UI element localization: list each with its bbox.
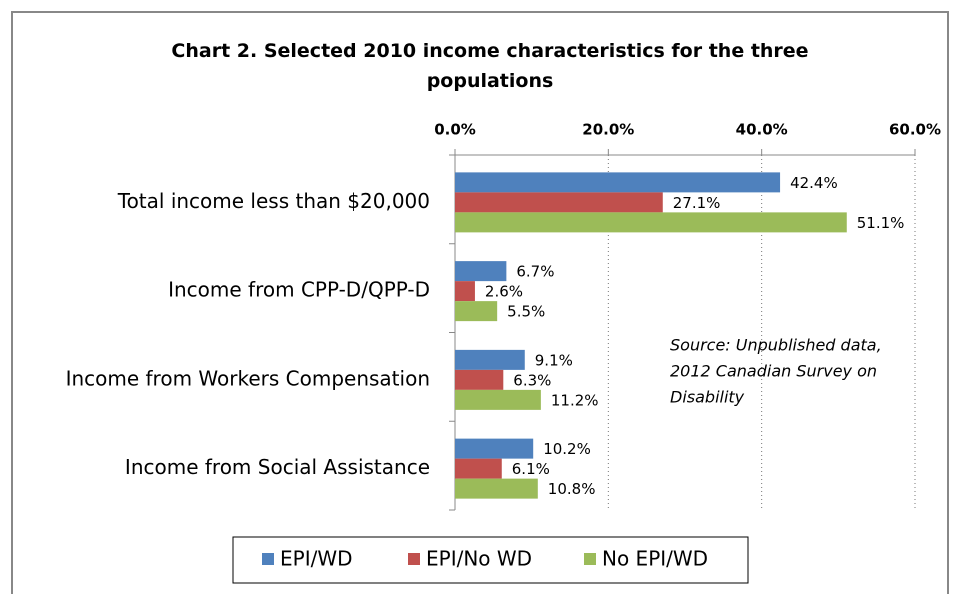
data-label: 6.3% — [513, 371, 551, 389]
legend-swatch — [584, 553, 596, 565]
data-label: 6.1% — [512, 460, 550, 478]
bar — [455, 349, 525, 370]
chart-title: Chart 2. Selected 2010 income characteri… — [171, 40, 809, 92]
bar — [455, 212, 847, 233]
chart-frame — [11, 11, 949, 594]
x-tick-label: 60.0% — [889, 121, 941, 139]
y-tick-label: Total income less than $20,000 — [117, 189, 430, 213]
x-tick-label: 20.0% — [582, 121, 634, 139]
legend-label: EPI/WD — [280, 547, 353, 571]
data-label: 27.1% — [673, 194, 721, 212]
bar — [455, 389, 541, 410]
data-label: 11.2% — [551, 391, 599, 409]
data-label: 10.2% — [543, 440, 591, 458]
data-label: 5.5% — [507, 303, 545, 321]
y-tick-label: Income from Social Assistance — [125, 455, 430, 479]
bar — [455, 458, 502, 479]
bar — [455, 369, 504, 390]
legend-box — [232, 536, 749, 584]
bar — [455, 281, 475, 302]
data-label: 6.7% — [516, 263, 554, 281]
data-label: 42.4% — [790, 174, 838, 192]
x-tick-label: 40.0% — [736, 121, 788, 139]
legend-label: EPI/No WD — [426, 547, 532, 571]
data-label: 9.1% — [535, 351, 573, 369]
annotation: 2012 Canadian Survey on — [670, 362, 877, 381]
data-label: 10.8% — [548, 480, 596, 498]
annotation: Disability — [670, 388, 745, 407]
legend-swatch — [262, 553, 274, 565]
bar — [455, 438, 534, 459]
bar — [455, 192, 663, 213]
bar — [455, 261, 507, 282]
legend-swatch — [408, 553, 420, 565]
data-label: 51.1% — [857, 214, 905, 232]
x-tick-label: 0.0% — [434, 121, 476, 139]
y-tick-label: Income from CPP-D/QPP-D — [168, 278, 430, 302]
bar — [455, 172, 781, 193]
data-label: 2.6% — [485, 283, 523, 301]
y-tick-label: Income from Workers Compensation — [66, 366, 430, 390]
bar — [455, 301, 498, 322]
annotation: Source: Unpublished data, — [670, 336, 882, 355]
legend-label: No EPI/WD — [602, 547, 708, 571]
bar — [455, 478, 538, 499]
